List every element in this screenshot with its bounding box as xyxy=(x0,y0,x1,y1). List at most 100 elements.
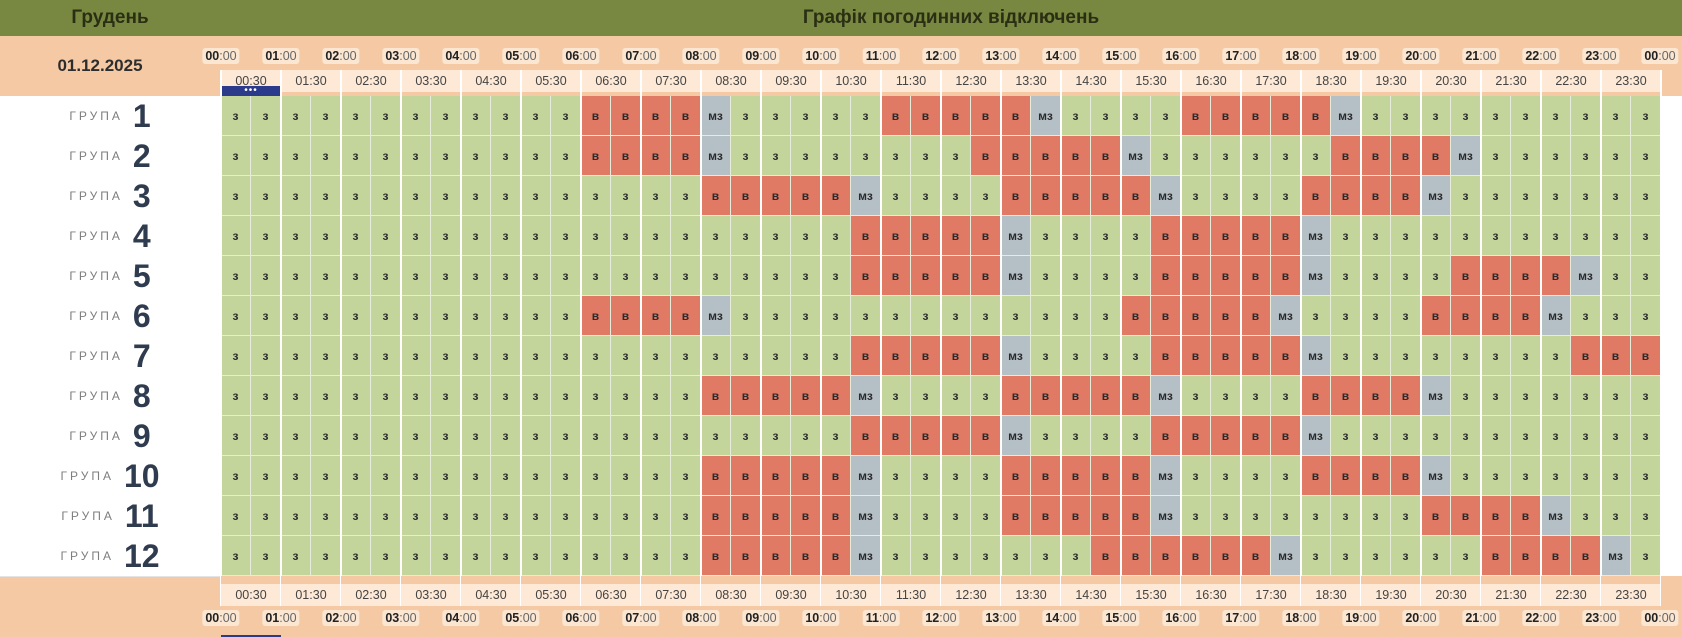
schedule-cell[interactable]: з xyxy=(401,336,431,376)
schedule-cell[interactable]: з xyxy=(1091,336,1121,376)
schedule-cell[interactable]: з xyxy=(431,416,461,456)
schedule-cell[interactable]: з xyxy=(941,496,971,536)
schedule-cell[interactable]: з xyxy=(221,416,251,456)
schedule-cell[interactable]: з xyxy=(491,96,521,136)
schedule-cell[interactable]: з xyxy=(1241,456,1271,496)
schedule-cell[interactable]: в xyxy=(941,256,971,296)
schedule-cell[interactable]: з xyxy=(941,376,971,416)
schedule-cell[interactable]: в xyxy=(1361,136,1391,176)
schedule-cell[interactable]: мз xyxy=(1001,416,1031,456)
schedule-cell[interactable]: в xyxy=(821,456,851,496)
schedule-cell[interactable]: з xyxy=(491,256,521,296)
schedule-cell[interactable]: в xyxy=(731,536,761,576)
schedule-cell[interactable]: в xyxy=(761,536,791,576)
schedule-cell[interactable]: з xyxy=(221,536,251,576)
schedule-cell[interactable]: з xyxy=(1541,216,1571,256)
schedule-cell[interactable]: з xyxy=(1421,336,1451,376)
schedule-cell[interactable]: з xyxy=(551,256,581,296)
schedule-cell[interactable]: з xyxy=(401,496,431,536)
schedule-cell[interactable]: з xyxy=(1091,416,1121,456)
schedule-cell[interactable]: в xyxy=(1181,416,1211,456)
schedule-cell[interactable]: з xyxy=(1421,96,1451,136)
schedule-cell[interactable]: з xyxy=(251,376,281,416)
schedule-cell[interactable]: в xyxy=(1031,456,1061,496)
schedule-cell[interactable]: з xyxy=(581,176,611,216)
schedule-cell[interactable]: з xyxy=(251,296,281,336)
schedule-cell[interactable]: з xyxy=(1631,216,1661,256)
schedule-cell[interactable]: з xyxy=(431,96,461,136)
schedule-cell[interactable]: з xyxy=(1001,536,1031,576)
schedule-cell[interactable]: з xyxy=(551,536,581,576)
schedule-cell[interactable]: з xyxy=(341,416,371,456)
schedule-cell[interactable]: в xyxy=(1151,536,1181,576)
schedule-cell[interactable]: в xyxy=(791,496,821,536)
schedule-cell[interactable]: в xyxy=(1031,176,1061,216)
schedule-cell[interactable]: з xyxy=(971,536,1001,576)
schedule-cell[interactable]: з xyxy=(581,536,611,576)
schedule-cell[interactable]: з xyxy=(1181,456,1211,496)
schedule-cell[interactable]: в xyxy=(911,256,941,296)
schedule-cell[interactable]: з xyxy=(221,296,251,336)
schedule-cell[interactable]: в xyxy=(821,176,851,216)
schedule-cell[interactable]: в xyxy=(1481,296,1511,336)
schedule-cell[interactable]: в xyxy=(971,256,1001,296)
schedule-cell[interactable]: з xyxy=(1301,136,1331,176)
schedule-cell[interactable]: в xyxy=(611,136,641,176)
schedule-cell[interactable]: в xyxy=(1331,176,1361,216)
schedule-cell[interactable]: з xyxy=(401,416,431,456)
schedule-cell[interactable]: з xyxy=(791,336,821,376)
schedule-cell[interactable]: з xyxy=(1091,256,1121,296)
schedule-cell[interactable]: з xyxy=(251,256,281,296)
schedule-cell[interactable]: в xyxy=(1391,376,1421,416)
schedule-cell[interactable]: з xyxy=(251,216,281,256)
schedule-cell[interactable]: з xyxy=(551,216,581,256)
schedule-cell[interactable]: з xyxy=(401,96,431,136)
schedule-cell[interactable]: з xyxy=(761,416,791,456)
schedule-cell[interactable]: з xyxy=(401,256,431,296)
schedule-cell[interactable]: з xyxy=(1511,96,1541,136)
schedule-cell[interactable]: з xyxy=(941,296,971,336)
schedule-cell[interactable]: з xyxy=(641,536,671,576)
schedule-cell[interactable]: в xyxy=(1121,296,1151,336)
schedule-cell[interactable]: з xyxy=(281,296,311,336)
schedule-cell[interactable]: з xyxy=(1451,456,1481,496)
schedule-cell[interactable]: з xyxy=(1031,216,1061,256)
schedule-cell[interactable]: з xyxy=(461,536,491,576)
schedule-cell[interactable]: з xyxy=(1391,336,1421,376)
schedule-cell[interactable]: в xyxy=(1061,456,1091,496)
schedule-cell[interactable]: в xyxy=(1241,336,1271,376)
schedule-cell[interactable]: з xyxy=(311,536,341,576)
schedule-cell[interactable]: в xyxy=(881,416,911,456)
schedule-cell[interactable]: мз xyxy=(1271,536,1301,576)
schedule-cell[interactable]: з xyxy=(1631,176,1661,216)
schedule-cell[interactable]: з xyxy=(1361,96,1391,136)
schedule-cell[interactable]: в xyxy=(1361,376,1391,416)
schedule-cell[interactable]: з xyxy=(1451,176,1481,216)
schedule-cell[interactable]: з xyxy=(851,136,881,176)
schedule-cell[interactable]: в xyxy=(1301,176,1331,216)
schedule-cell[interactable]: з xyxy=(491,216,521,256)
schedule-cell[interactable]: з xyxy=(1541,456,1571,496)
schedule-cell[interactable]: з xyxy=(701,256,731,296)
schedule-cell[interactable]: з xyxy=(1361,216,1391,256)
schedule-cell[interactable]: з xyxy=(1121,416,1151,456)
schedule-cell[interactable]: в xyxy=(1211,96,1241,136)
schedule-cell[interactable]: мз xyxy=(1601,536,1631,576)
schedule-cell[interactable]: з xyxy=(911,496,941,536)
schedule-cell[interactable]: мз xyxy=(1421,176,1451,216)
schedule-cell[interactable]: з xyxy=(1301,536,1331,576)
schedule-cell[interactable]: з xyxy=(941,176,971,216)
schedule-cell[interactable]: в xyxy=(671,96,701,136)
schedule-cell[interactable]: в xyxy=(941,216,971,256)
schedule-cell[interactable]: в xyxy=(731,496,761,536)
schedule-cell[interactable]: з xyxy=(461,296,491,336)
schedule-cell[interactable]: з xyxy=(1481,416,1511,456)
schedule-cell[interactable]: з xyxy=(611,336,641,376)
schedule-cell[interactable]: з xyxy=(791,416,821,456)
schedule-cell[interactable]: в xyxy=(641,136,671,176)
schedule-cell[interactable]: в xyxy=(971,216,1001,256)
schedule-cell[interactable]: з xyxy=(431,216,461,256)
schedule-cell[interactable]: з xyxy=(1241,176,1271,216)
schedule-cell[interactable]: з xyxy=(431,536,461,576)
schedule-cell[interactable]: з xyxy=(491,536,521,576)
